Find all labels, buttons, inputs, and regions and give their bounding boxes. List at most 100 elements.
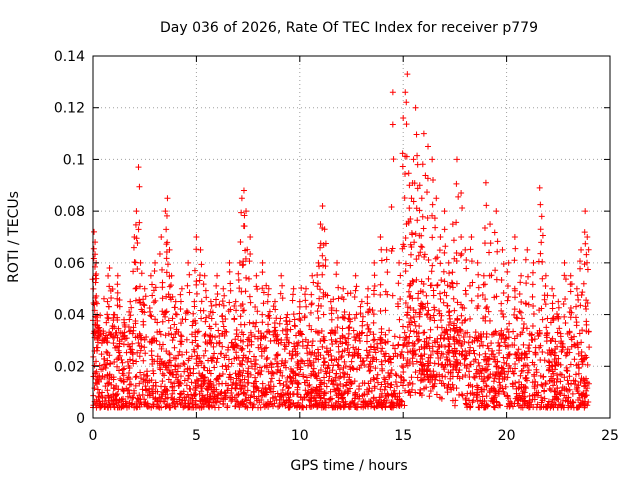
data-point — [154, 319, 161, 326]
data-point — [232, 370, 239, 377]
data-point — [254, 370, 261, 377]
data-point — [563, 367, 570, 374]
data-point — [200, 364, 207, 371]
data-point — [370, 319, 377, 326]
data-point — [235, 270, 242, 277]
data-point — [381, 386, 388, 393]
data-point — [476, 343, 483, 350]
data-point — [530, 311, 537, 318]
data-point — [192, 320, 199, 327]
data-point — [140, 321, 147, 328]
data-point — [432, 255, 439, 262]
y-axis-label: ROTI / TECUs — [6, 191, 22, 283]
data-point — [302, 379, 309, 386]
data-point — [261, 403, 268, 410]
data-point — [348, 380, 355, 387]
data-point — [561, 259, 568, 266]
data-point — [94, 386, 101, 393]
data-point — [394, 383, 401, 390]
data-point — [215, 375, 222, 382]
data-point — [303, 345, 310, 352]
data-point — [561, 272, 568, 279]
data-point — [98, 403, 105, 410]
data-point — [392, 379, 399, 386]
data-point — [428, 268, 435, 275]
data-point — [424, 214, 431, 221]
data-point — [566, 328, 573, 335]
data-point — [265, 382, 272, 389]
data-point — [406, 205, 413, 212]
data-point — [447, 375, 454, 382]
data-point — [520, 393, 527, 400]
data-point — [335, 390, 342, 397]
data-point — [429, 383, 436, 390]
data-point — [308, 326, 315, 333]
data-point — [141, 336, 148, 343]
data-point — [204, 367, 211, 374]
data-point — [409, 380, 416, 387]
data-point — [266, 384, 273, 391]
data-point — [251, 366, 258, 373]
data-point — [98, 366, 105, 373]
data-point — [505, 334, 512, 341]
data-point — [217, 398, 224, 405]
data-point — [148, 386, 155, 393]
data-point — [163, 226, 170, 233]
data-point — [190, 310, 197, 317]
data-point — [290, 291, 297, 298]
data-point — [571, 356, 578, 363]
data-point — [118, 403, 125, 410]
data-point — [178, 320, 185, 327]
data-point — [462, 330, 469, 337]
data-point — [500, 388, 507, 395]
x-tick-label: 25 — [601, 428, 619, 444]
data-point — [459, 351, 466, 358]
data-point — [219, 313, 226, 320]
data-point — [498, 327, 505, 334]
data-point — [249, 363, 256, 370]
data-point — [418, 243, 425, 250]
data-point — [407, 315, 414, 322]
data-point — [433, 195, 440, 202]
data-point — [222, 362, 229, 369]
data-point — [511, 335, 518, 342]
data-point — [186, 355, 193, 362]
data-point — [284, 390, 291, 397]
data-point — [219, 298, 226, 305]
data-point — [537, 201, 544, 208]
data-point — [378, 358, 385, 365]
data-point — [467, 315, 474, 322]
data-point — [180, 360, 187, 367]
data-point — [152, 284, 159, 291]
data-point — [467, 361, 474, 368]
data-point — [291, 343, 298, 350]
data-point — [222, 396, 229, 403]
data-point — [447, 283, 454, 290]
data-point — [263, 402, 270, 409]
data-point — [378, 246, 385, 253]
data-point — [473, 370, 480, 377]
data-point — [525, 301, 532, 308]
data-point — [397, 373, 404, 380]
data-point — [498, 277, 505, 284]
data-point — [393, 372, 400, 379]
data-point — [132, 297, 139, 304]
data-point — [350, 327, 357, 334]
data-point — [483, 305, 490, 312]
data-point — [353, 283, 360, 290]
data-point — [505, 259, 512, 266]
data-point — [487, 240, 494, 247]
data-point — [488, 272, 495, 279]
data-point — [275, 403, 282, 410]
data-point — [562, 276, 569, 283]
data-point — [336, 387, 343, 394]
data-point — [322, 399, 329, 406]
data-point — [371, 385, 378, 392]
data-point — [267, 378, 274, 385]
data-point — [388, 203, 395, 210]
data-point — [401, 329, 408, 336]
data-point — [277, 315, 284, 322]
data-point — [281, 341, 288, 348]
data-point — [181, 361, 188, 368]
data-point — [340, 364, 347, 371]
